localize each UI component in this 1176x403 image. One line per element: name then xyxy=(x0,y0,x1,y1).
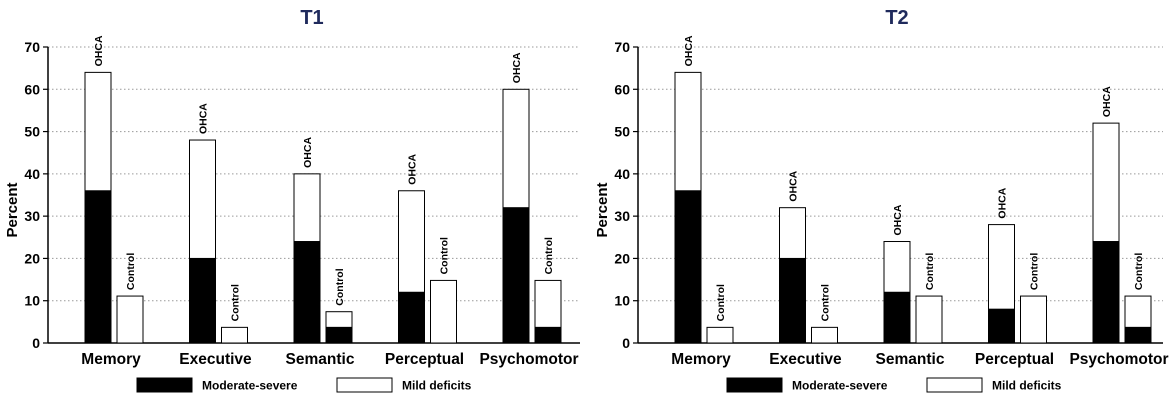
y-tick-label: 10 xyxy=(614,293,630,309)
bar-label-control: Control xyxy=(715,284,727,321)
category-label-executive: Executive xyxy=(179,351,252,368)
bar-control-psychomotor-moderate-severe xyxy=(534,326,562,344)
y-axis-label: Percent xyxy=(594,182,611,237)
bar-control-perceptual-mild-deficits xyxy=(1020,295,1047,344)
bar-label-ohca: OHCA xyxy=(683,35,695,66)
bar-control-memory-mild-deficits xyxy=(116,295,144,344)
bar-control-semantic-mild-deficits xyxy=(915,295,943,344)
bar-label-ohca: OHCA xyxy=(511,52,523,83)
legend-swatch-mild-deficits xyxy=(926,377,983,393)
y-tick-label: 70 xyxy=(614,39,630,55)
bar-ohca-executive-mild-deficits xyxy=(189,139,216,259)
bar-label-control: Control xyxy=(439,237,451,274)
category-label-semantic: Semantic xyxy=(876,351,945,368)
bar-ohca-perceptual-moderate-severe xyxy=(398,291,425,344)
category-label-psychomotor: Psychomotor xyxy=(1069,351,1168,368)
bar-label-ohca: OHCA xyxy=(198,103,210,134)
legend-label-moderate-severe: Moderate-severe xyxy=(792,379,888,393)
y-tick-label: 40 xyxy=(614,166,630,182)
bar-ohca-memory-moderate-severe xyxy=(84,190,112,344)
y-tick-label: 60 xyxy=(24,81,40,97)
chart-panel-t2: T2 Percent 0 10 20 30 40 50 60 70 Memory OHCA Contro… xyxy=(594,7,1169,393)
y-tick-label: 30 xyxy=(24,208,40,224)
bar-ohca-psychomotor-moderate-severe xyxy=(502,207,530,344)
bar-label-control: Control xyxy=(125,253,137,290)
y-tick-label: 10 xyxy=(24,293,40,309)
category-label-semantic: Semantic xyxy=(286,351,355,368)
category-label-psychomotor: Psychomotor xyxy=(479,351,578,368)
chart-panel-t1: T1 Percent 0 10 20 30 40 50 60 70 Memory OHCA Contro… xyxy=(4,7,580,393)
bar-ohca-perceptual-moderate-severe xyxy=(988,308,1015,344)
y-tick-label: 40 xyxy=(24,166,40,182)
bar-ohca-semantic-mild-deficits xyxy=(293,173,321,243)
bar-label-ohca: OHCA xyxy=(302,137,314,168)
bar-label-control: Control xyxy=(334,268,346,305)
bar-ohca-executive-mild-deficits xyxy=(779,207,806,259)
bar-control-memory-mild-deficits xyxy=(706,326,734,344)
bar-control-semantic-mild-deficits xyxy=(325,311,353,328)
y-tick-label: 50 xyxy=(24,124,40,140)
bar-control-psychomotor-mild-deficits xyxy=(534,279,562,328)
bar-ohca-memory-moderate-severe xyxy=(674,190,702,344)
category-label-executive: Executive xyxy=(769,351,842,368)
bar-control-executive-mild-deficits xyxy=(811,326,838,344)
bar-label-control: Control xyxy=(543,237,555,274)
bar-label-control: Control xyxy=(1133,253,1145,290)
y-tick-label: 20 xyxy=(614,250,630,266)
bar-label-ohca: OHCA xyxy=(93,35,105,66)
bar-ohca-executive-moderate-severe xyxy=(779,257,806,344)
bar-ohca-memory-mild-deficits xyxy=(84,71,112,192)
y-tick-label: 30 xyxy=(614,208,630,224)
y-tick-label: 60 xyxy=(614,81,630,97)
legend-swatch-mild-deficits xyxy=(336,377,393,393)
bar-ohca-semantic-moderate-severe xyxy=(293,241,321,344)
bar-label-ohca: OHCA xyxy=(892,204,904,235)
bar-label-control: Control xyxy=(1029,253,1041,290)
y-tick-label: 70 xyxy=(24,39,40,55)
bar-control-semantic-moderate-severe xyxy=(325,326,353,344)
category-label-perceptual: Perceptual xyxy=(975,351,1054,368)
bar-ohca-perceptual-mild-deficits xyxy=(398,190,425,293)
bar-control-executive-mild-deficits xyxy=(221,326,248,344)
category-label-memory: Memory xyxy=(81,351,141,368)
bar-label-control: Control xyxy=(230,284,242,321)
legend-label-mild-deficits: Mild deficits xyxy=(992,379,1062,393)
bar-control-psychomotor-moderate-severe xyxy=(1124,326,1152,344)
bar-ohca-psychomotor-mild-deficits xyxy=(502,88,530,209)
bar-control-psychomotor-mild-deficits xyxy=(1124,295,1152,328)
y-tick-label: 0 xyxy=(32,335,40,351)
category-label-memory: Memory xyxy=(671,351,731,368)
y-axis-label: Percent xyxy=(4,182,21,237)
bar-ohca-semantic-mild-deficits xyxy=(883,241,911,293)
legend-swatch-moderate-severe xyxy=(726,377,783,393)
category-label-perceptual: Perceptual xyxy=(385,351,464,368)
bar-label-control: Control xyxy=(820,284,832,321)
legend-swatch-moderate-severe xyxy=(136,377,193,393)
bar-ohca-executive-moderate-severe xyxy=(189,257,216,344)
bar-ohca-perceptual-mild-deficits xyxy=(988,224,1015,310)
bar-ohca-semantic-moderate-severe xyxy=(883,291,911,344)
bar-label-ohca: OHCA xyxy=(788,170,800,201)
y-tick-label: 50 xyxy=(614,124,630,140)
bar-label-ohca: OHCA xyxy=(997,187,1009,218)
legend-label-mild-deficits: Mild deficits xyxy=(402,379,472,393)
legend-label-moderate-severe: Moderate-severe xyxy=(202,379,298,393)
bar-control-perceptual-mild-deficits xyxy=(430,279,457,344)
y-tick-label: 0 xyxy=(622,335,630,351)
bar-label-control: Control xyxy=(924,253,936,290)
chart-title: T2 xyxy=(885,7,908,29)
bar-ohca-psychomotor-moderate-severe xyxy=(1092,241,1120,344)
bar-ohca-psychomotor-mild-deficits xyxy=(1092,122,1120,243)
y-tick-label: 20 xyxy=(24,250,40,266)
chart-title: T1 xyxy=(300,7,323,29)
bar-label-ohca: OHCA xyxy=(1101,86,1113,117)
bar-ohca-memory-mild-deficits xyxy=(674,71,702,192)
bar-label-ohca: OHCA xyxy=(407,153,419,184)
